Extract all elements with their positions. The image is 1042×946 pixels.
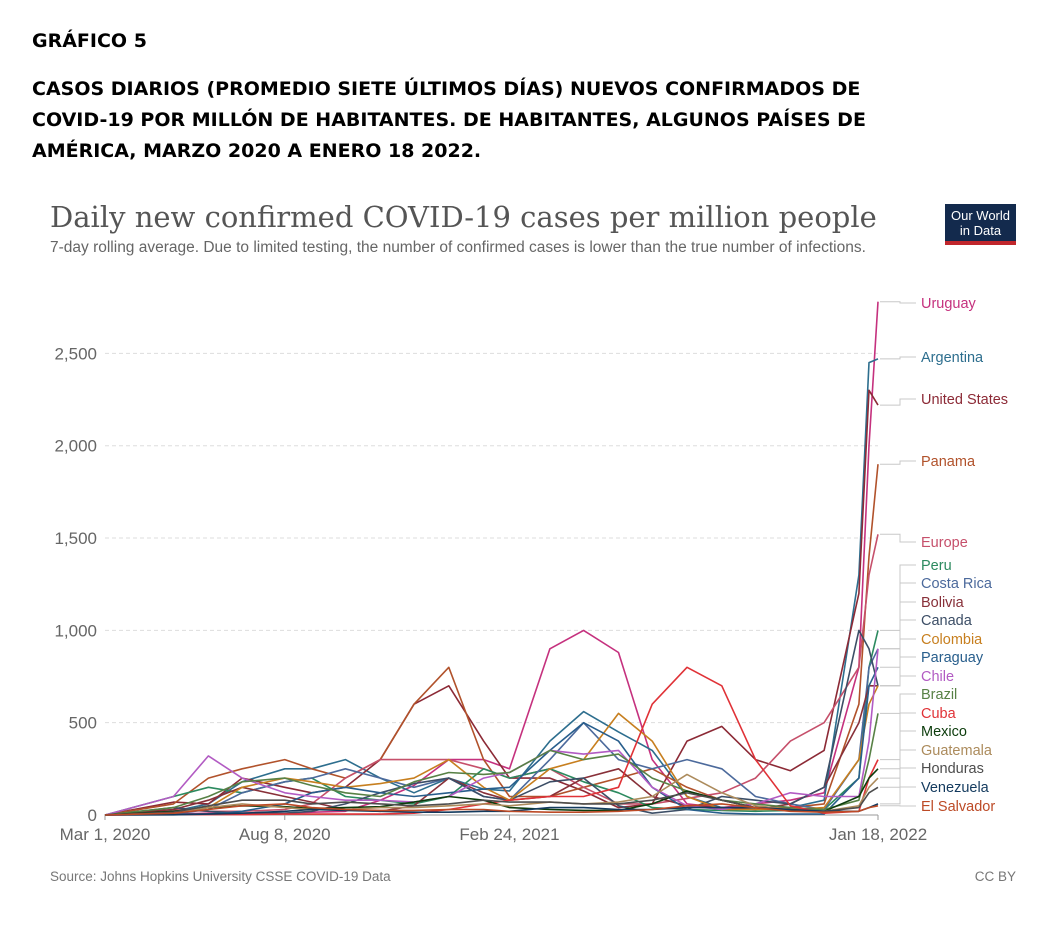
- legend-connector: [880, 356, 916, 360]
- x-axis-ticks: Mar 1, 2020 Aug 8, 2020 Feb 24, 2021 Jan 18…: [60, 815, 927, 844]
- series-line-uruguay: [104, 301, 879, 816]
- series-line-argentina: [104, 358, 879, 816]
- legend-connector: [880, 786, 916, 805]
- legend-connector: [880, 712, 916, 761]
- y-tick-label: 500: [69, 714, 97, 733]
- grid-lines: [105, 352, 878, 816]
- legend-label-panama: Panama: [921, 454, 976, 470]
- document-label: GRÁFICO 5: [32, 30, 147, 52]
- legend-label-colombia: Colombia: [921, 632, 983, 648]
- x-tick-label: Jan 18, 2022: [829, 825, 927, 844]
- series-line-europe: [104, 534, 879, 816]
- legend-label-brazil: Brazil: [921, 687, 957, 703]
- legend-label-paraguay: Paraguay: [921, 650, 984, 666]
- legend-label-argentina: Argentina: [921, 350, 984, 366]
- owid-logo[interactable]: Our World in Data: [945, 204, 1016, 245]
- series-line-united-states: [104, 389, 879, 816]
- logo-line-1: Our World: [951, 208, 1010, 223]
- series-line-costa-rica: [104, 648, 879, 816]
- logo-line-2: in Data: [959, 223, 1002, 238]
- legend-label-uruguay: Uruguay: [921, 296, 977, 312]
- chart-subtitle: 7-day rolling average. Due to limited te…: [50, 239, 866, 256]
- series-line-venezuela: [104, 803, 879, 816]
- legend-connector: [880, 656, 916, 668]
- legend-label-chile: Chile: [921, 669, 954, 685]
- chart-title: Daily new confirmed COVID-19 cases per m…: [50, 200, 877, 234]
- x-tick-label: Feb 24, 2021: [459, 825, 559, 844]
- legend-connector: [880, 648, 916, 677]
- legend-connector: [880, 638, 916, 687]
- series-line-brazil: [104, 713, 879, 816]
- legend-label-el-salvador: El Salvador: [921, 799, 995, 815]
- series-line-bolivia: [104, 684, 878, 816]
- legend-label-europe: Europe: [921, 535, 968, 551]
- x-tick-label: Mar 1, 2020: [60, 825, 151, 844]
- source-note: Source: Johns Hopkins University CSSE CO…: [50, 869, 391, 884]
- legend-connector: [880, 601, 916, 687]
- legend: Uruguay Argentina United States Panama Europ…: [880, 296, 1008, 815]
- legend-connector: [880, 749, 916, 779]
- x-tick-label: Aug 8, 2020: [239, 825, 331, 844]
- legend-connector: [880, 564, 916, 631]
- series-lines: [104, 301, 879, 816]
- series-line-cuba: [104, 666, 879, 816]
- legend-connector: [880, 533, 916, 543]
- legend-label-honduras: Honduras: [921, 761, 984, 777]
- legend-label-venezuela: Venezuela: [921, 780, 990, 796]
- document-caption: CASOS DIARIOS (PROMEDIO SIETE ÚLTIMOS DÍ…: [32, 78, 866, 162]
- series-line-paraguay: [104, 666, 879, 816]
- legend-label-cuba: Cuba: [921, 706, 957, 722]
- legend-connector: [880, 693, 916, 714]
- y-tick-label: 1,000: [54, 621, 97, 640]
- series-line-canada: [104, 629, 879, 816]
- y-tick-label: 2,000: [54, 437, 97, 456]
- legend-label-canada: Canada: [921, 613, 973, 629]
- legend-label-bolivia: Bolivia: [921, 595, 965, 611]
- y-axis-ticks: 0 500 1,000 1,500 2,000 2,500: [54, 344, 97, 825]
- legend-label-peru: Peru: [921, 558, 952, 574]
- y-tick-label: 2,500: [54, 344, 97, 363]
- legend-label-mexico: Mexico: [921, 724, 967, 740]
- series-line-el-salvador: [104, 803, 879, 816]
- y-tick-label: 1,500: [54, 529, 97, 548]
- legend-connector: [880, 398, 916, 406]
- legend-connector: [880, 460, 916, 465]
- legend-label-united-states: United States: [921, 392, 1008, 408]
- y-tick-label: 0: [88, 806, 97, 825]
- legend-connector: [880, 301, 916, 304]
- legend-label-costa-rica: Costa Rica: [921, 576, 993, 592]
- legend-label-guatemala: Guatemala: [921, 743, 993, 759]
- license-link[interactable]: CC BY: [974, 869, 1016, 884]
- legend-connector: [880, 767, 916, 788]
